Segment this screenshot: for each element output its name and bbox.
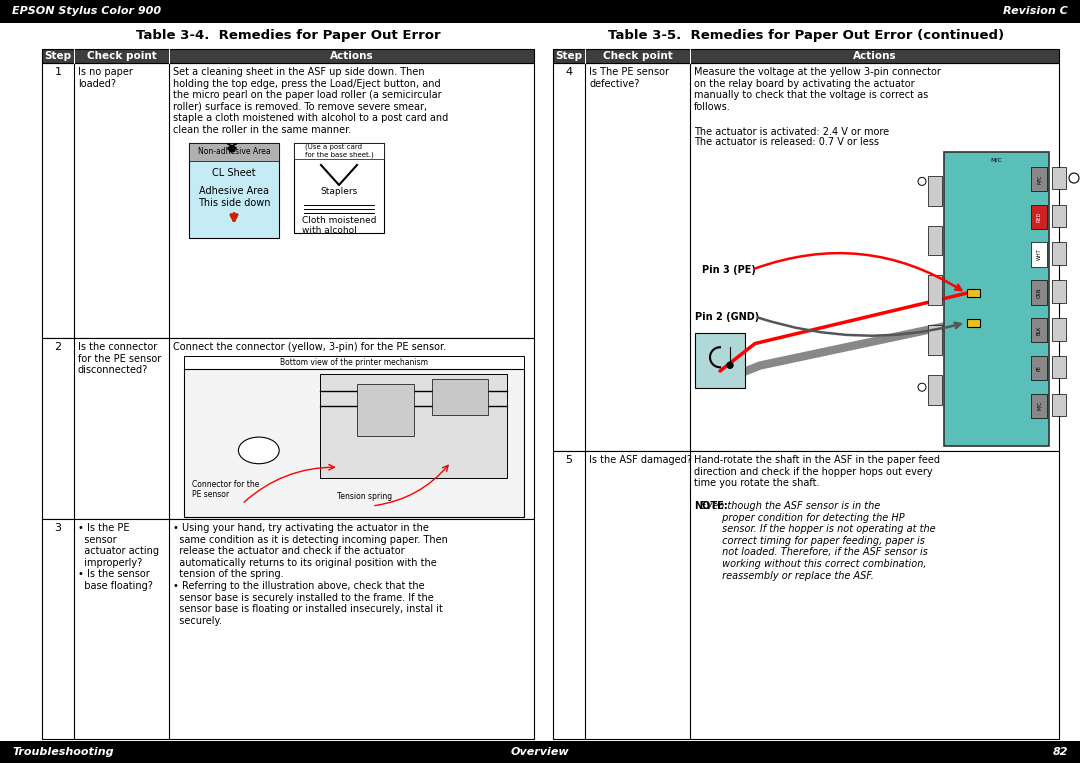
Text: Adhesive Area: Adhesive Area [199,186,269,196]
Circle shape [727,362,733,369]
Bar [1052,166,1066,189]
Text: M/C: M/C [1037,401,1041,410]
Text: Overview: Overview [511,747,569,757]
Bar [0,741,1080,763]
Text: Staplers: Staplers [321,186,357,195]
Text: M/C: M/C [990,158,1002,163]
Text: This side down: This side down [198,198,270,208]
Circle shape [918,178,926,185]
Text: Set a cleaning sheet in the ASF up side down. Then
holding the top edge, press t: Set a cleaning sheet in the ASF up side … [173,67,448,135]
Text: Non-adhesive Area: Non-adhesive Area [198,147,270,156]
Text: Table 3-5.  Remedies for Paper Out Error (continued): Table 3-5. Remedies for Paper Out Error … [608,29,1004,42]
Bar [967,289,980,297]
Bar [928,326,942,356]
Bar [320,374,507,478]
Text: 4: 4 [566,67,572,77]
Text: • Is the PE
  sensor
  actuator acting
  improperly?
• Is the sensor
  base floa: • Is the PE sensor actuator acting impro… [78,523,159,591]
Text: Table 3-4.  Remedies for Paper Out Error: Table 3-4. Remedies for Paper Out Error [136,29,441,42]
Text: Is the ASF damaged?: Is the ASF damaged? [589,455,692,465]
Bar [1052,356,1066,378]
Bar [189,143,279,238]
Text: Pin 2 (GND): Pin 2 (GND) [696,311,759,322]
Text: Bottom view of the printer mechanism: Bottom view of the printer mechanism [280,358,428,367]
Bar [294,143,384,233]
Text: Actions: Actions [329,51,374,61]
Bar [0,0,1080,23]
Text: RED: RED [1037,211,1041,222]
Ellipse shape [239,437,280,464]
Bar [1052,394,1066,416]
Bar [1052,204,1066,227]
Bar [357,385,414,436]
Bar [928,375,942,405]
Text: Is The PE sensor
defective?: Is The PE sensor defective? [589,67,669,89]
Text: BLK: BLK [1037,326,1041,335]
Text: Is the connector
for the PE sensor
disconnected?: Is the connector for the PE sensor disco… [78,342,161,375]
Text: Connect the connector (yellow, 3-pin) for the PE sensor.: Connect the connector (yellow, 3-pin) fo… [173,342,446,352]
Bar [294,143,384,159]
Text: CL Sheet: CL Sheet [212,168,256,178]
Text: 2: 2 [54,342,62,352]
Bar [42,338,534,519]
Text: Cloth moistened
with alcohol: Cloth moistened with alcohol [301,216,376,236]
Text: The actuator is released: 0.7 V or less: The actuator is released: 0.7 V or less [694,137,879,147]
Bar [42,519,534,739]
Bar [928,175,942,205]
Bar [944,152,1049,446]
Text: Even though the ASF sensor is in the
         proper condition for detecting the: Even though the ASF sensor is in the pro… [694,501,935,581]
Text: Connector for the
PE sensor: Connector for the PE sensor [192,480,259,499]
Text: Revision C: Revision C [1003,7,1068,17]
Circle shape [918,383,926,391]
Text: Check point: Check point [603,51,673,61]
Text: 82: 82 [1053,747,1068,757]
Bar [42,63,534,338]
Text: 3: 3 [54,523,62,533]
Text: Step: Step [44,51,71,61]
Text: 1: 1 [54,67,62,77]
Bar [553,49,1059,63]
Bar [1031,166,1047,192]
Bar [553,63,1059,451]
Bar [696,333,745,388]
Text: Is no paper
loaded?: Is no paper loaded? [78,67,133,89]
Bar [1031,356,1047,380]
Bar [42,49,534,63]
Text: 5: 5 [566,455,572,465]
Bar [967,318,980,327]
Text: Check point: Check point [86,51,157,61]
Text: M/C: M/C [1037,175,1041,184]
Text: Step: Step [555,51,582,61]
Text: CRN: CRN [1037,287,1041,298]
Bar [1052,243,1066,265]
Text: The actuator is activated: 2.4 V or more: The actuator is activated: 2.4 V or more [694,127,889,137]
Text: PE: PE [1037,365,1041,371]
Bar [1052,318,1066,340]
Bar [553,451,1059,739]
Bar [1052,280,1066,303]
Circle shape [229,146,235,152]
Text: • Using your hand, try activating the actuator in the
  same condition as it is : • Using your hand, try activating the ac… [173,523,448,626]
Text: Hand-rotate the shaft in the ASF in the paper feed
direction and check if the ho: Hand-rotate the shaft in the ASF in the … [694,455,940,488]
Bar [928,275,942,305]
Text: Troubleshooting: Troubleshooting [12,747,113,757]
Text: Pin 3 (PE): Pin 3 (PE) [702,265,756,275]
Bar [1031,204,1047,229]
Text: Actions: Actions [853,51,896,61]
Text: (Use a post card
for the base sheet.): (Use a post card for the base sheet.) [305,144,374,158]
Bar [1031,280,1047,304]
Bar [928,226,942,256]
Bar [1031,394,1047,418]
Text: Measure the voltage at the yellow 3-pin connector
on the relay board by activati: Measure the voltage at the yellow 3-pin … [694,67,941,112]
Bar [184,356,524,369]
Bar [184,369,524,517]
Text: NOTE:: NOTE: [694,501,728,511]
Bar [1031,243,1047,267]
Circle shape [1069,173,1079,183]
Text: EPSON Stylus Color 900: EPSON Stylus Color 900 [12,7,161,17]
Bar [432,379,488,415]
Text: Tension spring: Tension spring [337,492,392,501]
Bar [1031,318,1047,343]
Bar [189,143,279,161]
Text: WHT: WHT [1037,249,1041,260]
